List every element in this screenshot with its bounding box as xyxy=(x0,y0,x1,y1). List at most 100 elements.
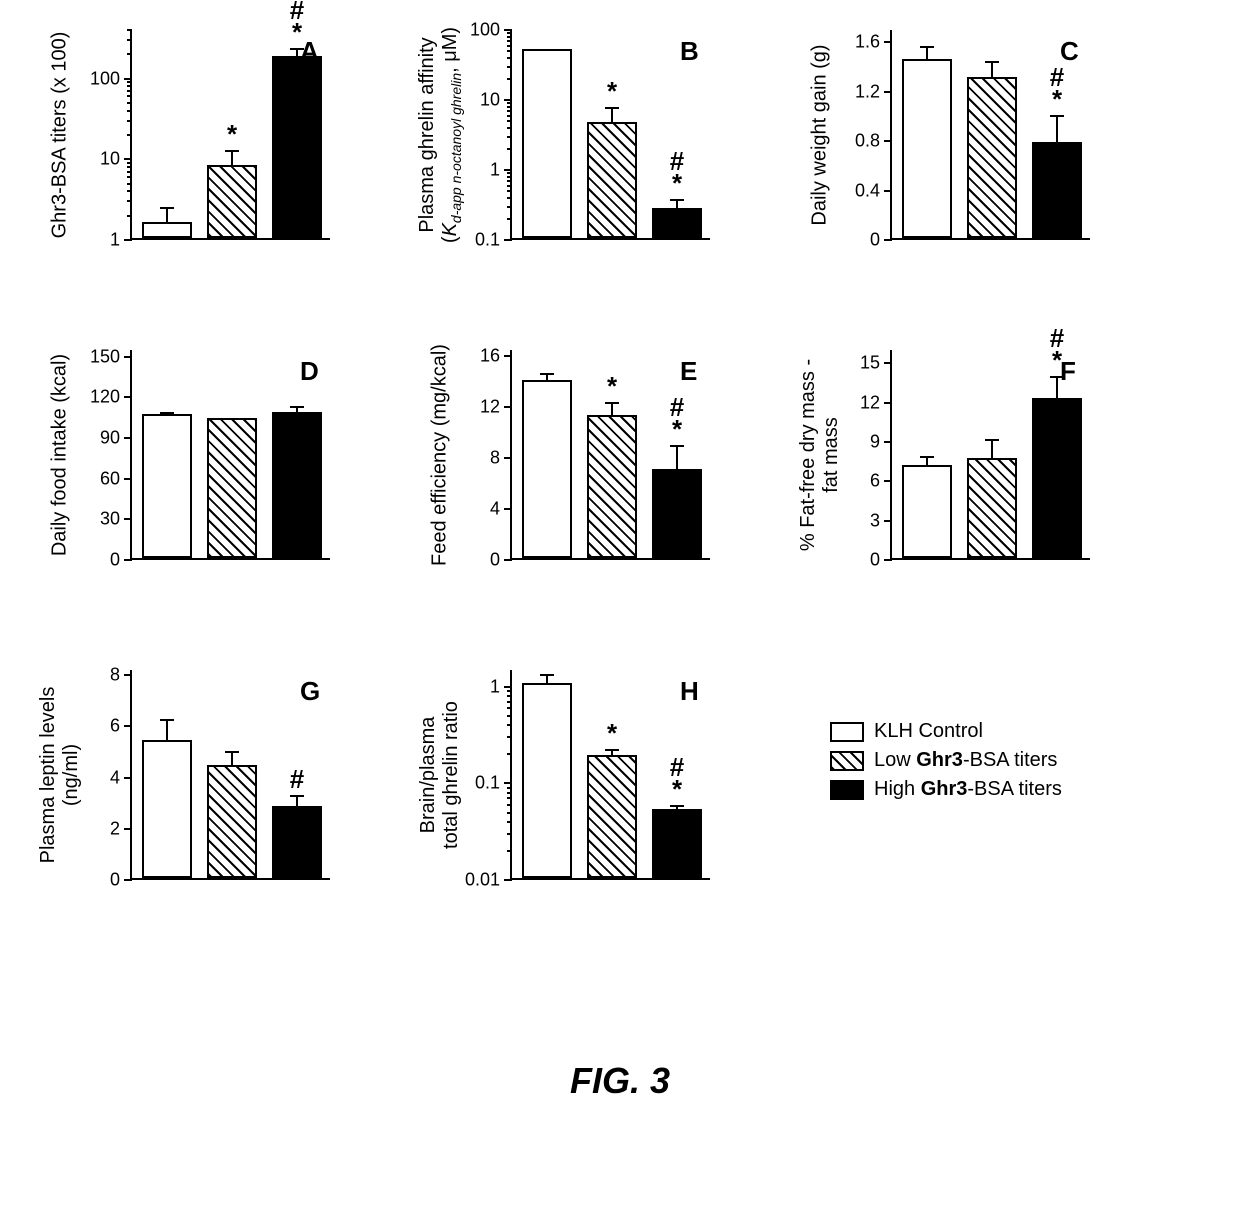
y-minor-tick xyxy=(507,57,512,59)
significance-mark: * xyxy=(672,779,682,800)
y-minor-tick xyxy=(507,148,512,150)
y-tick-label: 16 xyxy=(480,346,500,367)
panel-letter: A xyxy=(300,36,319,67)
panel-F: 03691215*#F% Fat-free dry mass -fat mass xyxy=(890,350,1090,560)
y-minor-tick xyxy=(127,90,132,92)
panel-letter: C xyxy=(1060,36,1079,67)
bar xyxy=(272,806,322,878)
y-tick xyxy=(124,777,132,779)
y-tick-label: 4 xyxy=(490,499,500,520)
legend-label: KLH Control xyxy=(874,720,983,743)
y-minor-tick xyxy=(507,833,512,835)
y-minor-tick xyxy=(507,36,512,38)
y-minor-tick xyxy=(507,218,512,220)
y-tick xyxy=(124,725,132,727)
y-minor-tick xyxy=(507,724,512,726)
y-minor-tick xyxy=(127,29,132,31)
y-minor-tick xyxy=(507,812,512,814)
y-tick-label: 0 xyxy=(110,550,120,571)
y-minor-tick xyxy=(507,206,512,208)
y-tick-label: 0 xyxy=(870,550,880,571)
y-tick-label: 1.2 xyxy=(855,81,880,102)
significance-mark: # xyxy=(670,151,684,172)
bar xyxy=(587,122,637,238)
y-minor-tick xyxy=(507,701,512,703)
y-tick-label: 1.6 xyxy=(855,32,880,53)
significance-mark: # xyxy=(290,769,304,790)
y-minor-tick xyxy=(127,215,132,217)
y-minor-tick xyxy=(507,45,512,47)
legend-swatch xyxy=(830,751,864,771)
y-minor-tick xyxy=(507,120,512,122)
y-tick xyxy=(124,559,132,561)
y-tick xyxy=(124,828,132,830)
bar xyxy=(902,465,952,558)
legend-swatch xyxy=(830,722,864,742)
y-tick-label: 0 xyxy=(110,870,120,891)
y-minor-tick xyxy=(507,176,512,178)
y-tick-label: 8 xyxy=(490,448,500,469)
y-minor-tick xyxy=(507,180,512,182)
y-tick xyxy=(504,686,512,688)
y-tick xyxy=(504,355,512,357)
y-minor-tick xyxy=(127,81,132,83)
y-tick-label: 0 xyxy=(490,550,500,571)
y-tick-label: 0.1 xyxy=(475,773,500,794)
y-tick xyxy=(124,356,132,358)
y-tick xyxy=(884,402,892,404)
y-tick xyxy=(504,879,512,881)
legend: KLH ControlLow Ghr3-BSA titersHigh Ghr3-… xyxy=(830,720,1062,807)
y-minor-tick xyxy=(507,32,512,34)
panel-letter: E xyxy=(680,356,697,387)
bar xyxy=(522,683,572,878)
y-minor-tick xyxy=(507,797,512,799)
bar xyxy=(207,165,257,238)
y-minor-tick xyxy=(507,106,512,108)
y-minor-tick xyxy=(507,40,512,42)
y-tick-label: 9 xyxy=(870,431,880,452)
panel-A: 110100**#AGhr3-BSA titers (x 100) xyxy=(130,30,330,240)
y-minor-tick xyxy=(127,176,132,178)
y-tick xyxy=(504,99,512,101)
bar xyxy=(587,415,637,558)
y-minor-tick xyxy=(507,102,512,104)
y-axis-label: Plasma ghrelin affinity(Kd-app n-octanoy… xyxy=(416,27,464,243)
bar xyxy=(207,418,257,558)
y-tick xyxy=(124,158,132,160)
y-tick-label: 60 xyxy=(100,468,120,489)
y-tick-label: 0.1 xyxy=(475,230,500,251)
significance-mark: # xyxy=(670,757,684,778)
panel-letter: B xyxy=(680,36,699,67)
bar xyxy=(652,469,702,558)
y-tick xyxy=(504,782,512,784)
y-tick xyxy=(884,239,892,241)
y-tick-label: 3 xyxy=(870,510,880,531)
y-tick-label: 6 xyxy=(870,471,880,492)
significance-mark: * xyxy=(607,376,617,397)
y-tick-label: 1 xyxy=(110,230,120,251)
bar xyxy=(142,740,192,878)
y-tick-label: 120 xyxy=(90,387,120,408)
y-tick xyxy=(884,91,892,93)
bar xyxy=(522,380,572,558)
y-tick xyxy=(504,457,512,459)
y-tick-label: 0 xyxy=(870,230,880,251)
y-minor-tick xyxy=(127,53,132,55)
y-minor-tick xyxy=(507,172,512,174)
y-tick xyxy=(124,437,132,439)
y-minor-tick xyxy=(127,200,132,202)
figure-container: FIG. 3 KLH ControlLow Ghr3-BSA titersHig… xyxy=(0,0,1240,1225)
y-tick xyxy=(124,396,132,398)
bar xyxy=(967,77,1017,238)
y-tick xyxy=(504,239,512,241)
y-tick xyxy=(884,362,892,364)
y-minor-tick xyxy=(507,127,512,129)
plot-area: 0481216**#E xyxy=(510,350,710,560)
significance-mark: * xyxy=(1052,89,1062,110)
plot-area: 00.40.81.21.6*#C xyxy=(890,30,1090,240)
y-tick xyxy=(884,441,892,443)
significance-mark: * xyxy=(227,124,237,145)
y-tick-label: 1 xyxy=(490,160,500,181)
y-tick xyxy=(504,29,512,31)
y-minor-tick xyxy=(507,136,512,138)
